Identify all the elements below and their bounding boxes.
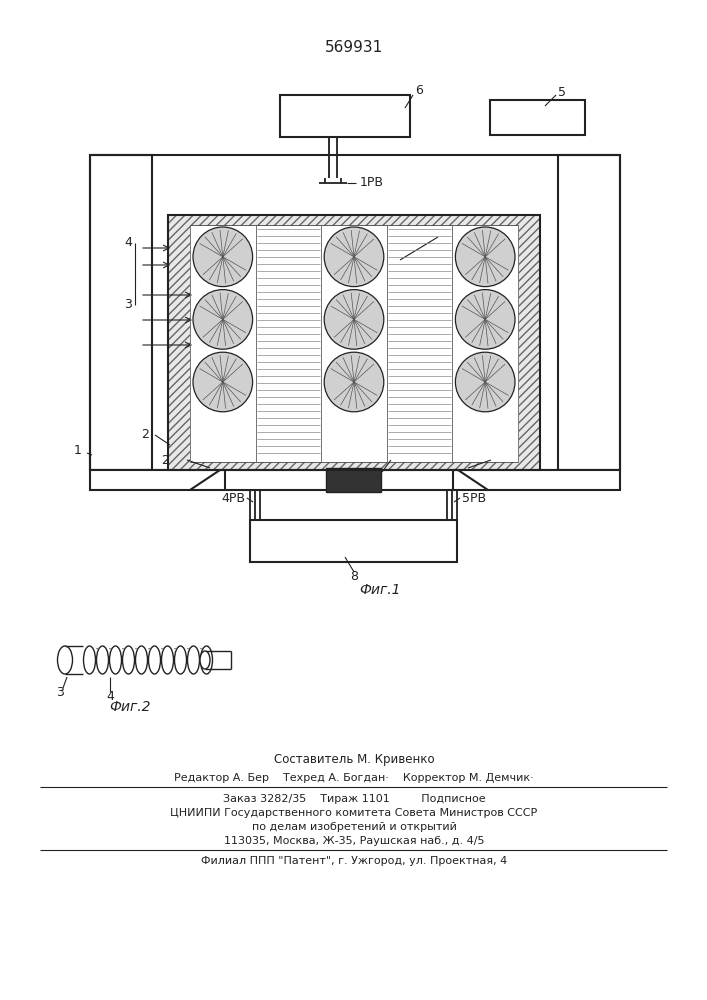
- Text: 113035, Москва, Ж-35, Раушская наб., д. 4/5: 113035, Москва, Ж-35, Раушская наб., д. …: [223, 836, 484, 846]
- Bar: [387, 225, 452, 462]
- Circle shape: [193, 352, 252, 412]
- Text: ЦНИИПИ Государственного комитета Совета Министров СССР: ЦНИИПИ Государственного комитета Совета …: [170, 808, 537, 818]
- Text: Заказ 3282/35    Тираж 1101         Подписное: Заказ 3282/35 Тираж 1101 Подписное: [223, 794, 485, 804]
- Text: 2РВ: 2РВ: [161, 454, 185, 466]
- Ellipse shape: [57, 646, 73, 674]
- Text: Фиг.1: Фиг.1: [359, 583, 401, 597]
- Bar: [447, 490, 457, 520]
- Bar: [190, 225, 256, 462]
- Text: 6: 6: [415, 84, 423, 97]
- Text: 3: 3: [124, 298, 132, 312]
- Text: 1: 1: [74, 444, 82, 456]
- Text: Филиал ППП "Патент", г. Ужгород, ул. Проектная, 4: Филиал ППП "Патент", г. Ужгород, ул. Про…: [201, 856, 507, 866]
- Text: 3РВ: 3РВ: [493, 454, 517, 466]
- Bar: [256, 225, 321, 462]
- Text: 4: 4: [106, 690, 114, 702]
- Text: 8: 8: [350, 570, 358, 582]
- Text: по делам изобретений и открытий: по делам изобретений и открытий: [252, 822, 457, 832]
- Text: 1РВ: 1РВ: [360, 176, 384, 190]
- Text: 569931: 569931: [325, 40, 383, 55]
- Text: 2: 2: [141, 428, 149, 442]
- Bar: [168, 215, 540, 470]
- Circle shape: [193, 227, 252, 287]
- Circle shape: [325, 352, 384, 412]
- Text: 4: 4: [124, 236, 132, 249]
- Text: 5РВ: 5РВ: [462, 491, 486, 504]
- Bar: [168, 215, 540, 470]
- Circle shape: [193, 290, 252, 349]
- Bar: [280, 95, 410, 137]
- Circle shape: [455, 290, 515, 349]
- Bar: [250, 490, 260, 520]
- Text: Редактор А. Бер    Техред А. Богдан·    Корректор М. Демчик·: Редактор А. Бер Техред А. Богдан· Коррек…: [174, 773, 534, 783]
- Text: 7: 7: [393, 452, 401, 464]
- Ellipse shape: [200, 651, 210, 669]
- Text: Составитель М. Кривенко: Составитель М. Кривенко: [274, 754, 434, 766]
- Bar: [452, 225, 518, 462]
- Circle shape: [325, 227, 384, 287]
- Circle shape: [455, 227, 515, 287]
- Bar: [90, 470, 620, 490]
- Text: 5: 5: [558, 86, 566, 99]
- Text: 4РВ: 4РВ: [221, 491, 245, 504]
- Bar: [490, 100, 585, 135]
- Text: 9: 9: [438, 224, 446, 236]
- Text: Фиг.2: Фиг.2: [110, 700, 151, 714]
- Circle shape: [455, 352, 515, 412]
- Bar: [90, 155, 152, 470]
- Circle shape: [325, 290, 384, 349]
- Bar: [326, 468, 381, 492]
- Bar: [321, 225, 387, 462]
- Text: 3: 3: [56, 686, 64, 698]
- Bar: [250, 520, 457, 562]
- Bar: [558, 155, 620, 470]
